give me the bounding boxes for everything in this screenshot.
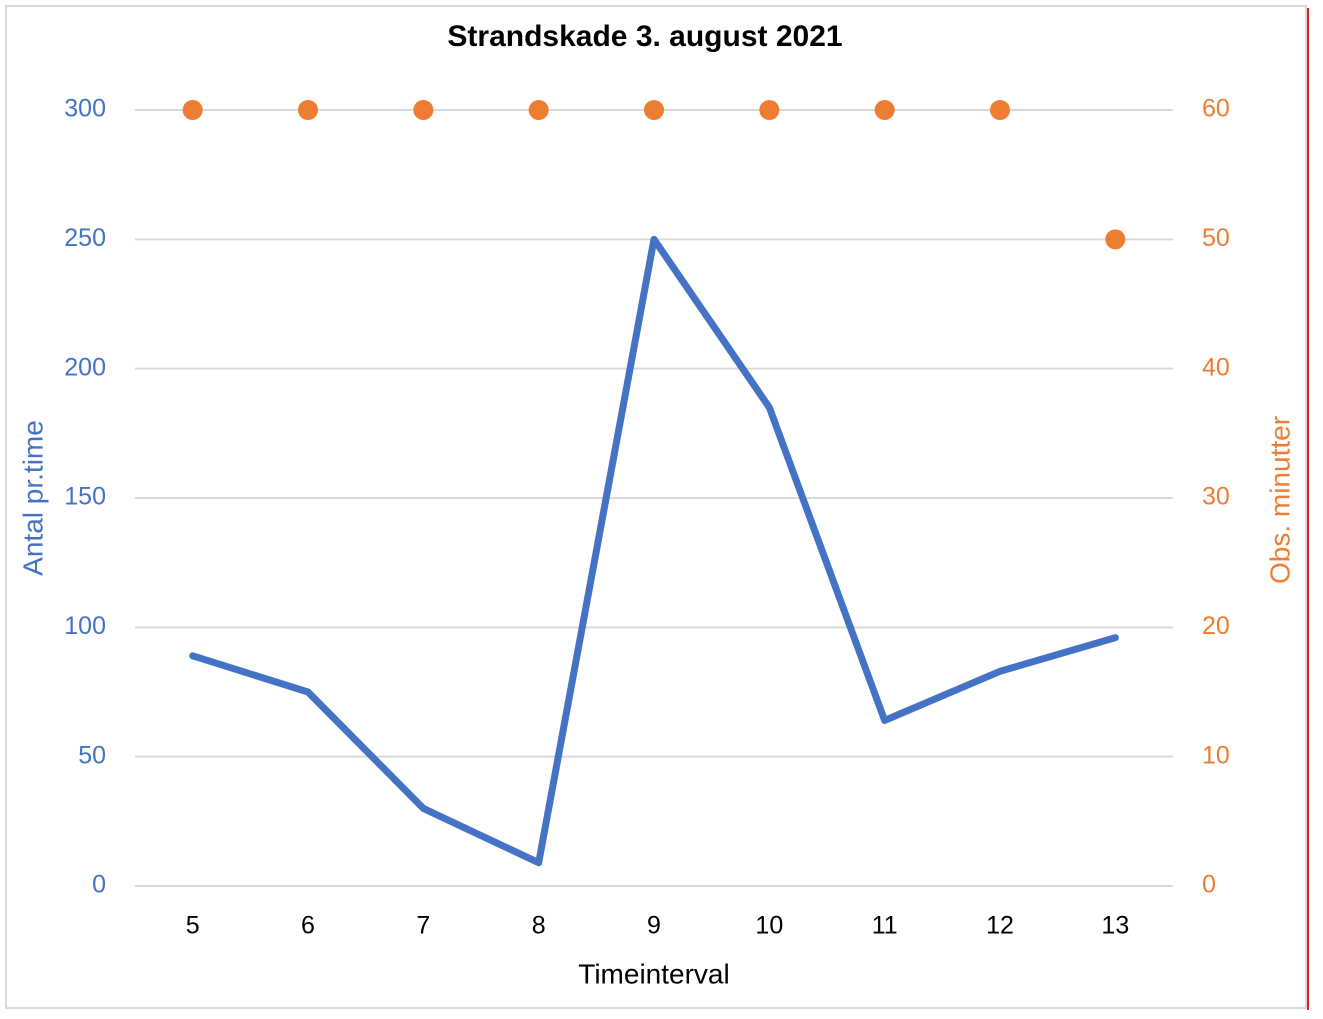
x-tick-label: 10 bbox=[755, 912, 783, 940]
x-tick-label: 9 bbox=[647, 912, 661, 940]
data-point bbox=[874, 100, 895, 120]
data-point bbox=[1105, 229, 1126, 250]
data-point bbox=[528, 100, 549, 120]
chart-title: Strandskade 3. august 2021 bbox=[447, 20, 842, 53]
y-tick-label: 50 bbox=[78, 741, 106, 769]
x-tick-label: 7 bbox=[416, 912, 430, 940]
y2-axis-label: Obs. minutter bbox=[1264, 416, 1295, 584]
x-tick-label: 11 bbox=[872, 912, 898, 940]
data-point bbox=[759, 100, 780, 120]
y2-tick-label: 20 bbox=[1202, 612, 1230, 640]
y2-tick-label: 60 bbox=[1202, 95, 1230, 123]
data-point bbox=[298, 100, 318, 120]
x-tick-label: 12 bbox=[986, 912, 1014, 940]
data-point bbox=[990, 100, 1010, 120]
data-point bbox=[413, 100, 434, 120]
x-tick-label: 6 bbox=[301, 912, 315, 940]
chart-frame bbox=[5, 5, 1307, 1009]
data-point bbox=[182, 100, 203, 120]
data-line bbox=[189, 235, 1119, 867]
y-tick-label: 100 bbox=[64, 612, 106, 640]
y-tick-label: 200 bbox=[64, 353, 106, 381]
y2-tick-label: 40 bbox=[1202, 353, 1230, 381]
x-tick-label: 5 bbox=[186, 912, 200, 940]
y2-tick-label: 50 bbox=[1202, 224, 1230, 252]
y-tick-label: 150 bbox=[64, 483, 106, 511]
y-tick-label: 250 bbox=[64, 224, 106, 252]
y2-tick-label: 0 bbox=[1202, 871, 1216, 899]
y2-tick-label: 10 bbox=[1202, 741, 1230, 769]
y-axis-label: Antal pr.time bbox=[17, 420, 48, 576]
x-tick-label: 13 bbox=[1101, 912, 1129, 940]
y-tick-label: 300 bbox=[64, 95, 106, 123]
x-tick-label: 8 bbox=[532, 912, 546, 940]
y-tick-label: 0 bbox=[92, 871, 106, 899]
x-axis-label: Timeinterval bbox=[578, 958, 729, 989]
y2-tick-label: 30 bbox=[1202, 483, 1230, 511]
data-point bbox=[644, 100, 664, 120]
